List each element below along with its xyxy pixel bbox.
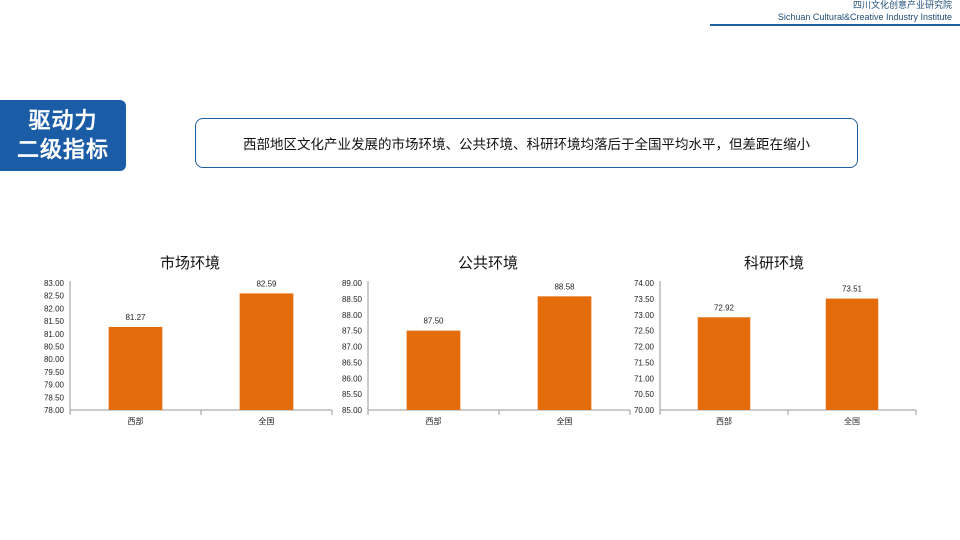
data-label: 72.92 [714, 303, 735, 312]
org-name-cn: 四川文化创意产业研究院 [852, 1, 952, 11]
data-label: 81.27 [125, 313, 146, 322]
bar-0 [697, 317, 751, 410]
y-tick-label: 71.00 [634, 374, 655, 383]
y-tick-label: 83.00 [44, 279, 65, 288]
y-tick-label: 89.00 [342, 279, 363, 288]
chart-svg: 78.00 78.50 79.00 79.50 80.00 80.50 81.00 81.50… [44, 279, 333, 426]
y-tick-label: 78.50 [44, 393, 65, 402]
chart-svg: 70.00 70.50 71.00 71.50 72.00 72.50 73.00 73.50… [634, 279, 917, 426]
y-tick-label: 70.50 [634, 390, 655, 399]
bar-0 [108, 326, 163, 410]
y-tick-label: 70.00 [634, 406, 655, 415]
headline-box: 西部地区文化产业发展的市场环境、公共环境、科研环境均落后于全国平均水平，但差距在… [195, 118, 858, 168]
chart-public-environment: 公共环境 85.00 85.50 86.00 86.50 87.00 87.50 88.00… [338, 248, 638, 433]
x-tick-label: 西部 [128, 416, 144, 426]
y-tick-label: 81.00 [44, 330, 65, 339]
headline-text: 西部地区文化产业发展的市场环境、公共环境、科研环境均落后于全国平均水平，但差距在… [243, 137, 810, 153]
y-tick-label: 88.00 [342, 311, 363, 320]
y-tick-label: 85.50 [342, 390, 363, 399]
org-name-en: Sichuan Cultural&Creative Industry Insti… [777, 12, 952, 22]
bar-1 [537, 296, 592, 410]
y-tick-label: 79.00 [44, 381, 65, 390]
y-tick-label: 86.50 [342, 358, 363, 367]
x-tick-label: 全国 [259, 416, 275, 426]
y-tick-label: 81.50 [44, 317, 65, 326]
y-tick-label: 71.50 [634, 358, 655, 367]
y-tick-label: 78.00 [44, 406, 65, 415]
y-tick-label: 82.50 [44, 292, 65, 301]
bar-0 [406, 330, 461, 410]
bar-1 [239, 293, 294, 410]
section-badge: 驱动力 二级指标 [0, 100, 126, 171]
data-label: 82.59 [256, 279, 277, 288]
chart-research-environment: 科研环境 70.00 70.50 71.00 71.50 72.00 72.50 73.00… [624, 248, 924, 433]
y-tick-label: 74.00 [634, 279, 655, 288]
section-badge-line1: 驱动力 [28, 108, 98, 134]
header-divider [710, 24, 960, 26]
y-tick-label: 73.00 [634, 311, 655, 320]
chart-svg: 85.00 85.50 86.00 86.50 87.00 87.50 88.00 88.50… [342, 279, 631, 426]
x-tick-label: 西部 [716, 416, 732, 426]
header-org: 四川文化创意产业研究院 Sichuan Cultural&Creative In… [778, 1, 952, 23]
data-label: 87.50 [423, 317, 444, 326]
y-tick-label: 80.00 [44, 355, 65, 364]
y-tick-label: 87.50 [342, 327, 363, 336]
x-tick-label: 西部 [426, 416, 442, 426]
data-label: 73.51 [842, 285, 863, 294]
y-tick-label: 79.50 [44, 368, 65, 377]
y-tick-label: 85.00 [342, 406, 363, 415]
chart-title: 科研环境 [743, 254, 804, 272]
y-tick-label: 86.00 [342, 374, 363, 383]
y-tick-label: 72.00 [634, 343, 655, 352]
bar-1 [825, 298, 879, 410]
section-badge-line2: 二级指标 [16, 137, 109, 163]
y-tick-label: 88.50 [342, 295, 363, 304]
y-tick-label: 87.00 [342, 343, 363, 352]
y-tick-label: 82.00 [44, 304, 65, 313]
x-tick-label: 全国 [844, 416, 860, 426]
y-tick-label: 80.50 [44, 343, 65, 352]
y-tick-label: 72.50 [634, 327, 655, 336]
x-tick-label: 全国 [557, 416, 573, 426]
chart-market-environment: 市场环境 78.00 78.50 79.00 79.50 80.00 80.50 81.00… [40, 248, 340, 433]
chart-title: 市场环境 [159, 254, 220, 272]
data-label: 88.58 [554, 282, 575, 291]
y-tick-label: 73.50 [634, 295, 655, 304]
chart-title: 公共环境 [457, 254, 518, 272]
